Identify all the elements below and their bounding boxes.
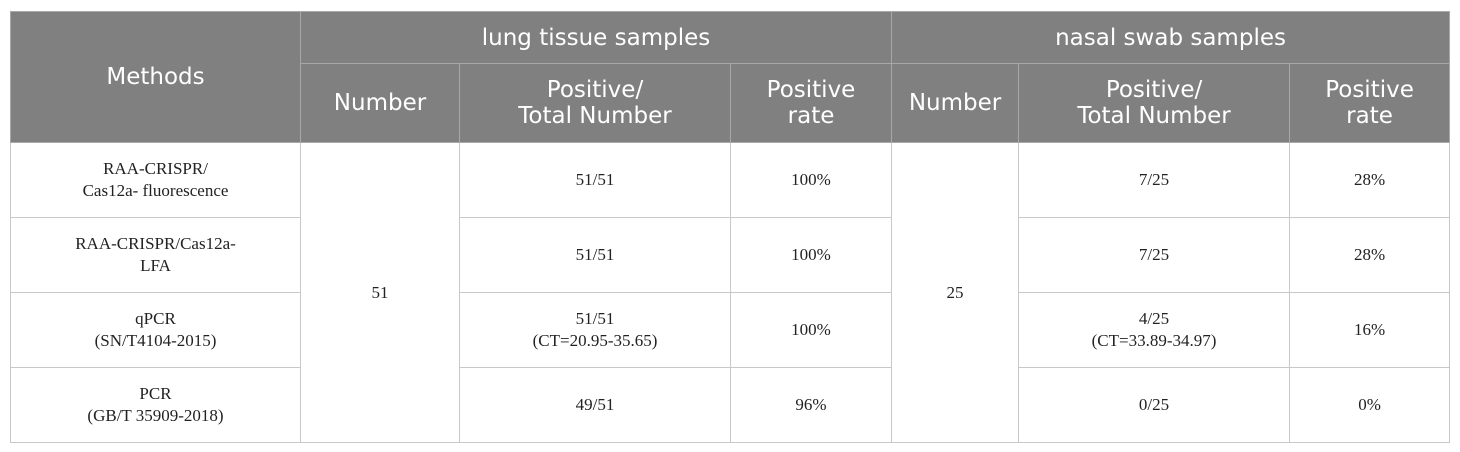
header-line: Total Number — [1077, 103, 1231, 129]
results-table: Methods lung tissue samples nasal swab s… — [10, 11, 1451, 443]
ratio-value: 51/51 — [575, 309, 615, 328]
header-line: Positive/ — [1105, 77, 1203, 103]
nasal-positive-total-cell: 7/25 — [1018, 217, 1291, 293]
lung-positive-rate-cell: 100% — [729, 217, 893, 293]
lung-positive-rate-cell: 100% — [729, 292, 893, 368]
method-line: RAA-CRISPR/ — [103, 159, 208, 178]
header-lung-positive-rate: Positive rate — [729, 63, 893, 143]
header-line: Positive/ — [546, 77, 644, 103]
nasal-positive-rate-cell: 28% — [1289, 142, 1451, 218]
method-line: (SN/T4104-2015) — [94, 331, 217, 350]
ratio-value: 49/51 — [575, 395, 615, 414]
header-lung-number: Number — [300, 63, 460, 143]
lung-positive-total-cell: 51/51 — [459, 142, 731, 218]
ratio-value: 4/25 — [1138, 309, 1170, 328]
header-line: rate — [1346, 103, 1393, 129]
ratio-value: 51/51 — [575, 245, 615, 264]
method-line: qPCR — [135, 309, 176, 328]
header-nasal-positive-total: Positive/ Total Number — [1018, 63, 1291, 143]
table-row: RAA-CRISPR/Cas12a- LFA 51/51 100% 7/25 2… — [10, 217, 1451, 293]
nasal-number-cell: 25 — [891, 142, 1020, 443]
table-row: qPCR (SN/T4104-2015) 51/51 (CT=20.95-35.… — [10, 292, 1451, 368]
nasal-positive-rate-cell: 0% — [1289, 367, 1451, 443]
header-line: rate — [787, 103, 835, 129]
ct-range: (CT=20.95-35.65) — [532, 331, 658, 350]
nasal-positive-total-cell: 0/25 — [1018, 367, 1291, 443]
header-line: Total Number — [518, 103, 672, 129]
method-line: LFA — [140, 256, 171, 275]
header-row-groups: Methods lung tissue samples nasal swab s… — [10, 11, 1451, 143]
ct-range: (CT=33.89-34.97) — [1091, 331, 1217, 350]
nasal-positive-total-cell: 7/25 — [1018, 142, 1291, 218]
method-line: (GB/T 35909-2018) — [87, 406, 224, 425]
table-row: PCR (GB/T 35909-2018) 49/51 96% 0/25 0% — [10, 367, 1451, 443]
nasal-positive-rate-cell: 28% — [1289, 217, 1451, 293]
table-row: RAA-CRISPR/ Cas12a- fluorescence 51 51/5… — [10, 142, 1451, 443]
header-line: Positive — [766, 77, 856, 103]
header-nasal-swab-group: nasal swab samples — [891, 11, 1451, 64]
lung-positive-rate-cell: 100% — [729, 142, 893, 218]
ratio-value: 7/25 — [1138, 170, 1170, 189]
header-line: Positive — [1325, 77, 1414, 103]
lung-positive-total-cell: 49/51 — [459, 367, 731, 443]
header-lung-tissue-group: lung tissue samples — [299, 11, 893, 64]
table-header: Methods lung tissue samples nasal swab s… — [10, 11, 1451, 143]
header-lung-positive-total: Positive/ Total Number — [459, 63, 731, 143]
method-cell: PCR (GB/T 35909-2018) — [10, 367, 301, 443]
header-nasal-positive-rate: Positive rate — [1289, 63, 1451, 143]
method-cell: RAA-CRISPR/ Cas12a- fluorescence — [10, 142, 301, 218]
table-body: RAA-CRISPR/ Cas12a- fluorescence 51 51/5… — [10, 142, 1451, 443]
method-line: Cas12a- fluorescence — [82, 181, 229, 200]
header-nasal-number: Number — [891, 63, 1020, 143]
ratio-value: 7/25 — [1138, 245, 1170, 264]
ratio-value: 0/25 — [1138, 395, 1170, 414]
header-methods: Methods — [10, 11, 301, 143]
header-row-columns: Number Positive/ Total Number Positive r… — [11, 63, 1451, 143]
method-cell: qPCR (SN/T4104-2015) — [10, 292, 301, 368]
lung-positive-total-cell: 51/51 — [459, 217, 731, 293]
nasal-positive-total-cell: 4/25 (CT=33.89-34.97) — [1018, 292, 1291, 368]
lung-positive-rate-cell: 96% — [729, 367, 893, 443]
ratio-value: 51/51 — [575, 170, 615, 189]
method-line: PCR — [139, 384, 172, 403]
method-cell: RAA-CRISPR/Cas12a- LFA — [10, 217, 301, 293]
nasal-positive-rate-cell: 16% — [1289, 292, 1451, 368]
lung-positive-total-cell: 51/51 (CT=20.95-35.65) — [459, 292, 731, 368]
lung-number-cell: 51 — [300, 142, 460, 443]
method-line: RAA-CRISPR/Cas12a- — [75, 234, 236, 253]
